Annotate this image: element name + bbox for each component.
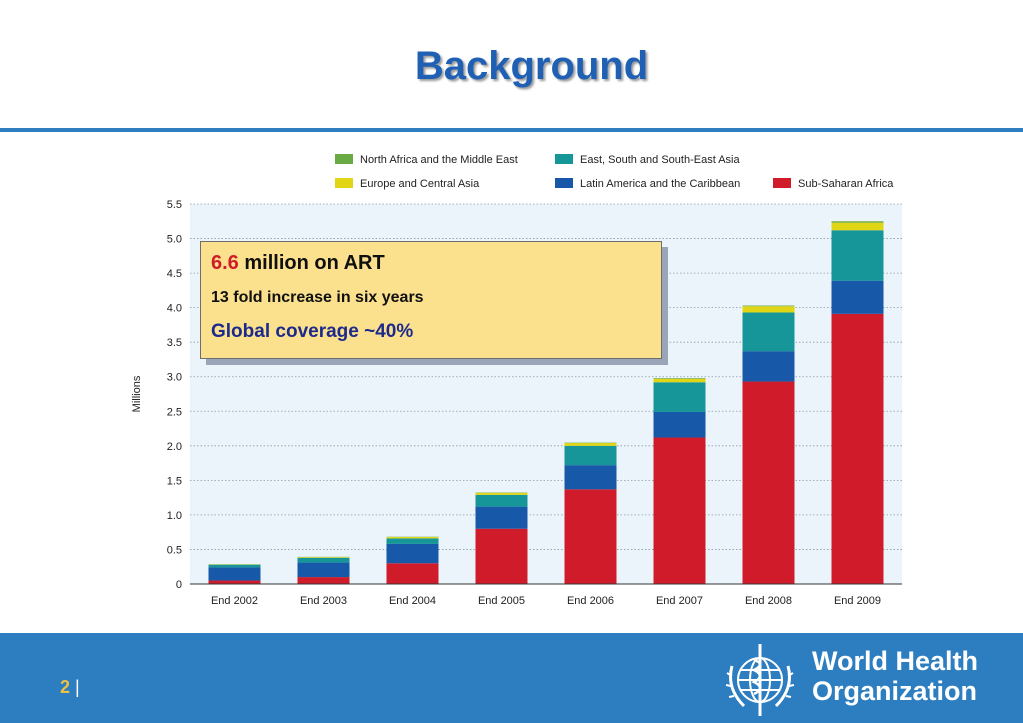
y-tick-label: 3.5 bbox=[167, 337, 182, 349]
x-tick-label: End 2006 bbox=[567, 595, 614, 607]
bar-segment bbox=[831, 222, 884, 231]
stacked-bar-chart: 0 0.5 1.0 1.5 2.0 2.5 3.0 3.5 4.0 4.5 5.0 5.5 End 2… bbox=[131, 154, 902, 607]
bar-segment bbox=[475, 506, 528, 529]
callout-line-increase: 13 fold increase in six years bbox=[211, 289, 424, 306]
bar-segment bbox=[564, 465, 617, 490]
bar-segment bbox=[653, 378, 706, 383]
x-tick-label: End 2007 bbox=[656, 595, 703, 607]
bar-segment bbox=[653, 437, 706, 584]
legend-label: East, South and South-East Asia bbox=[580, 154, 740, 166]
x-tick-label: End 2009 bbox=[834, 595, 881, 607]
y-tick-label: 2.5 bbox=[167, 406, 182, 418]
bar-segment bbox=[208, 567, 261, 581]
x-tick-label: End 2008 bbox=[745, 595, 792, 607]
y-tick-label: 2.0 bbox=[167, 441, 182, 453]
who-logo-line-1: World Health bbox=[812, 646, 979, 676]
y-tick-label: 1.5 bbox=[167, 475, 182, 487]
art-label: million on ART bbox=[238, 252, 385, 274]
bar-segment bbox=[208, 580, 261, 584]
bar-segment bbox=[386, 543, 439, 564]
bar-segment bbox=[742, 351, 795, 382]
bar-segment bbox=[297, 557, 350, 563]
x-tick-label: End 2003 bbox=[300, 595, 347, 607]
y-tick-label: 5.5 bbox=[167, 199, 182, 211]
art-count: 6.6 bbox=[211, 252, 239, 274]
who-logo-text: World Health Organization bbox=[812, 646, 978, 706]
legend-label: Latin America and the Caribbean bbox=[580, 178, 740, 190]
bar-segment bbox=[475, 492, 528, 495]
bar-segment bbox=[831, 280, 884, 314]
page-separator: | bbox=[75, 677, 80, 697]
callout-line-coverage: Global coverage ~40% bbox=[211, 321, 414, 342]
legend-label: North Africa and the Middle East bbox=[360, 154, 518, 166]
bar-segment bbox=[564, 489, 617, 584]
bar-segment bbox=[386, 537, 439, 539]
bar-segment bbox=[564, 445, 617, 466]
y-tick-label: 4.0 bbox=[167, 303, 182, 315]
bar-segment bbox=[742, 306, 795, 313]
bar-segment bbox=[831, 230, 884, 281]
bar-segment bbox=[742, 305, 795, 307]
page-number: 2 | bbox=[60, 677, 80, 698]
bar-segment bbox=[297, 557, 350, 558]
bar-segment bbox=[475, 494, 528, 507]
y-tick-label: 3.0 bbox=[167, 372, 182, 384]
callout-line-art: 6.6 million on ART bbox=[211, 252, 661, 275]
bar-segment bbox=[742, 312, 795, 352]
art-callout-box: 6.6 million on ART 13 fold increase in s… bbox=[200, 241, 662, 359]
bar-segment bbox=[386, 538, 439, 544]
legend-swatch bbox=[555, 178, 573, 188]
title-rule bbox=[0, 128, 1023, 132]
bar-segment bbox=[475, 528, 528, 584]
x-tick-label: End 2004 bbox=[389, 595, 436, 607]
y-tick-label: 0 bbox=[176, 579, 182, 591]
y-tick-label: 0.5 bbox=[167, 544, 182, 556]
y-axis-label: Millions bbox=[131, 375, 143, 412]
y-tick-label: 5.0 bbox=[167, 234, 182, 246]
bar-segment bbox=[208, 564, 261, 568]
bar-segment bbox=[386, 563, 439, 584]
y-tick-label: 1.0 bbox=[167, 510, 182, 522]
bar-segment bbox=[742, 381, 795, 584]
slide-title: Background bbox=[414, 44, 649, 88]
bar-segment bbox=[653, 382, 706, 412]
legend-swatch bbox=[335, 154, 353, 164]
bar-segment bbox=[653, 378, 706, 379]
legend-label: Europe and Central Asia bbox=[360, 178, 480, 190]
page-number-value: 2 bbox=[60, 677, 71, 697]
footer-bar: 2 | bbox=[0, 633, 1023, 723]
legend-swatch bbox=[773, 178, 791, 188]
bar-segment bbox=[653, 411, 706, 438]
who-emblem-icon bbox=[725, 644, 795, 716]
legend-swatch bbox=[335, 178, 353, 188]
bar-segment bbox=[564, 443, 617, 446]
x-tick-label: End 2002 bbox=[211, 595, 258, 607]
bar-segment bbox=[831, 313, 884, 584]
who-logo-line-2: Organization bbox=[812, 676, 978, 706]
bar-segment bbox=[297, 577, 350, 584]
legend-swatch bbox=[555, 154, 573, 164]
x-tick-label: End 2005 bbox=[478, 595, 525, 607]
y-tick-label: 4.5 bbox=[167, 268, 182, 280]
legend-label: Sub-Saharan Africa bbox=[798, 178, 894, 190]
bar-segment bbox=[831, 221, 884, 223]
bar-segment bbox=[297, 562, 350, 578]
